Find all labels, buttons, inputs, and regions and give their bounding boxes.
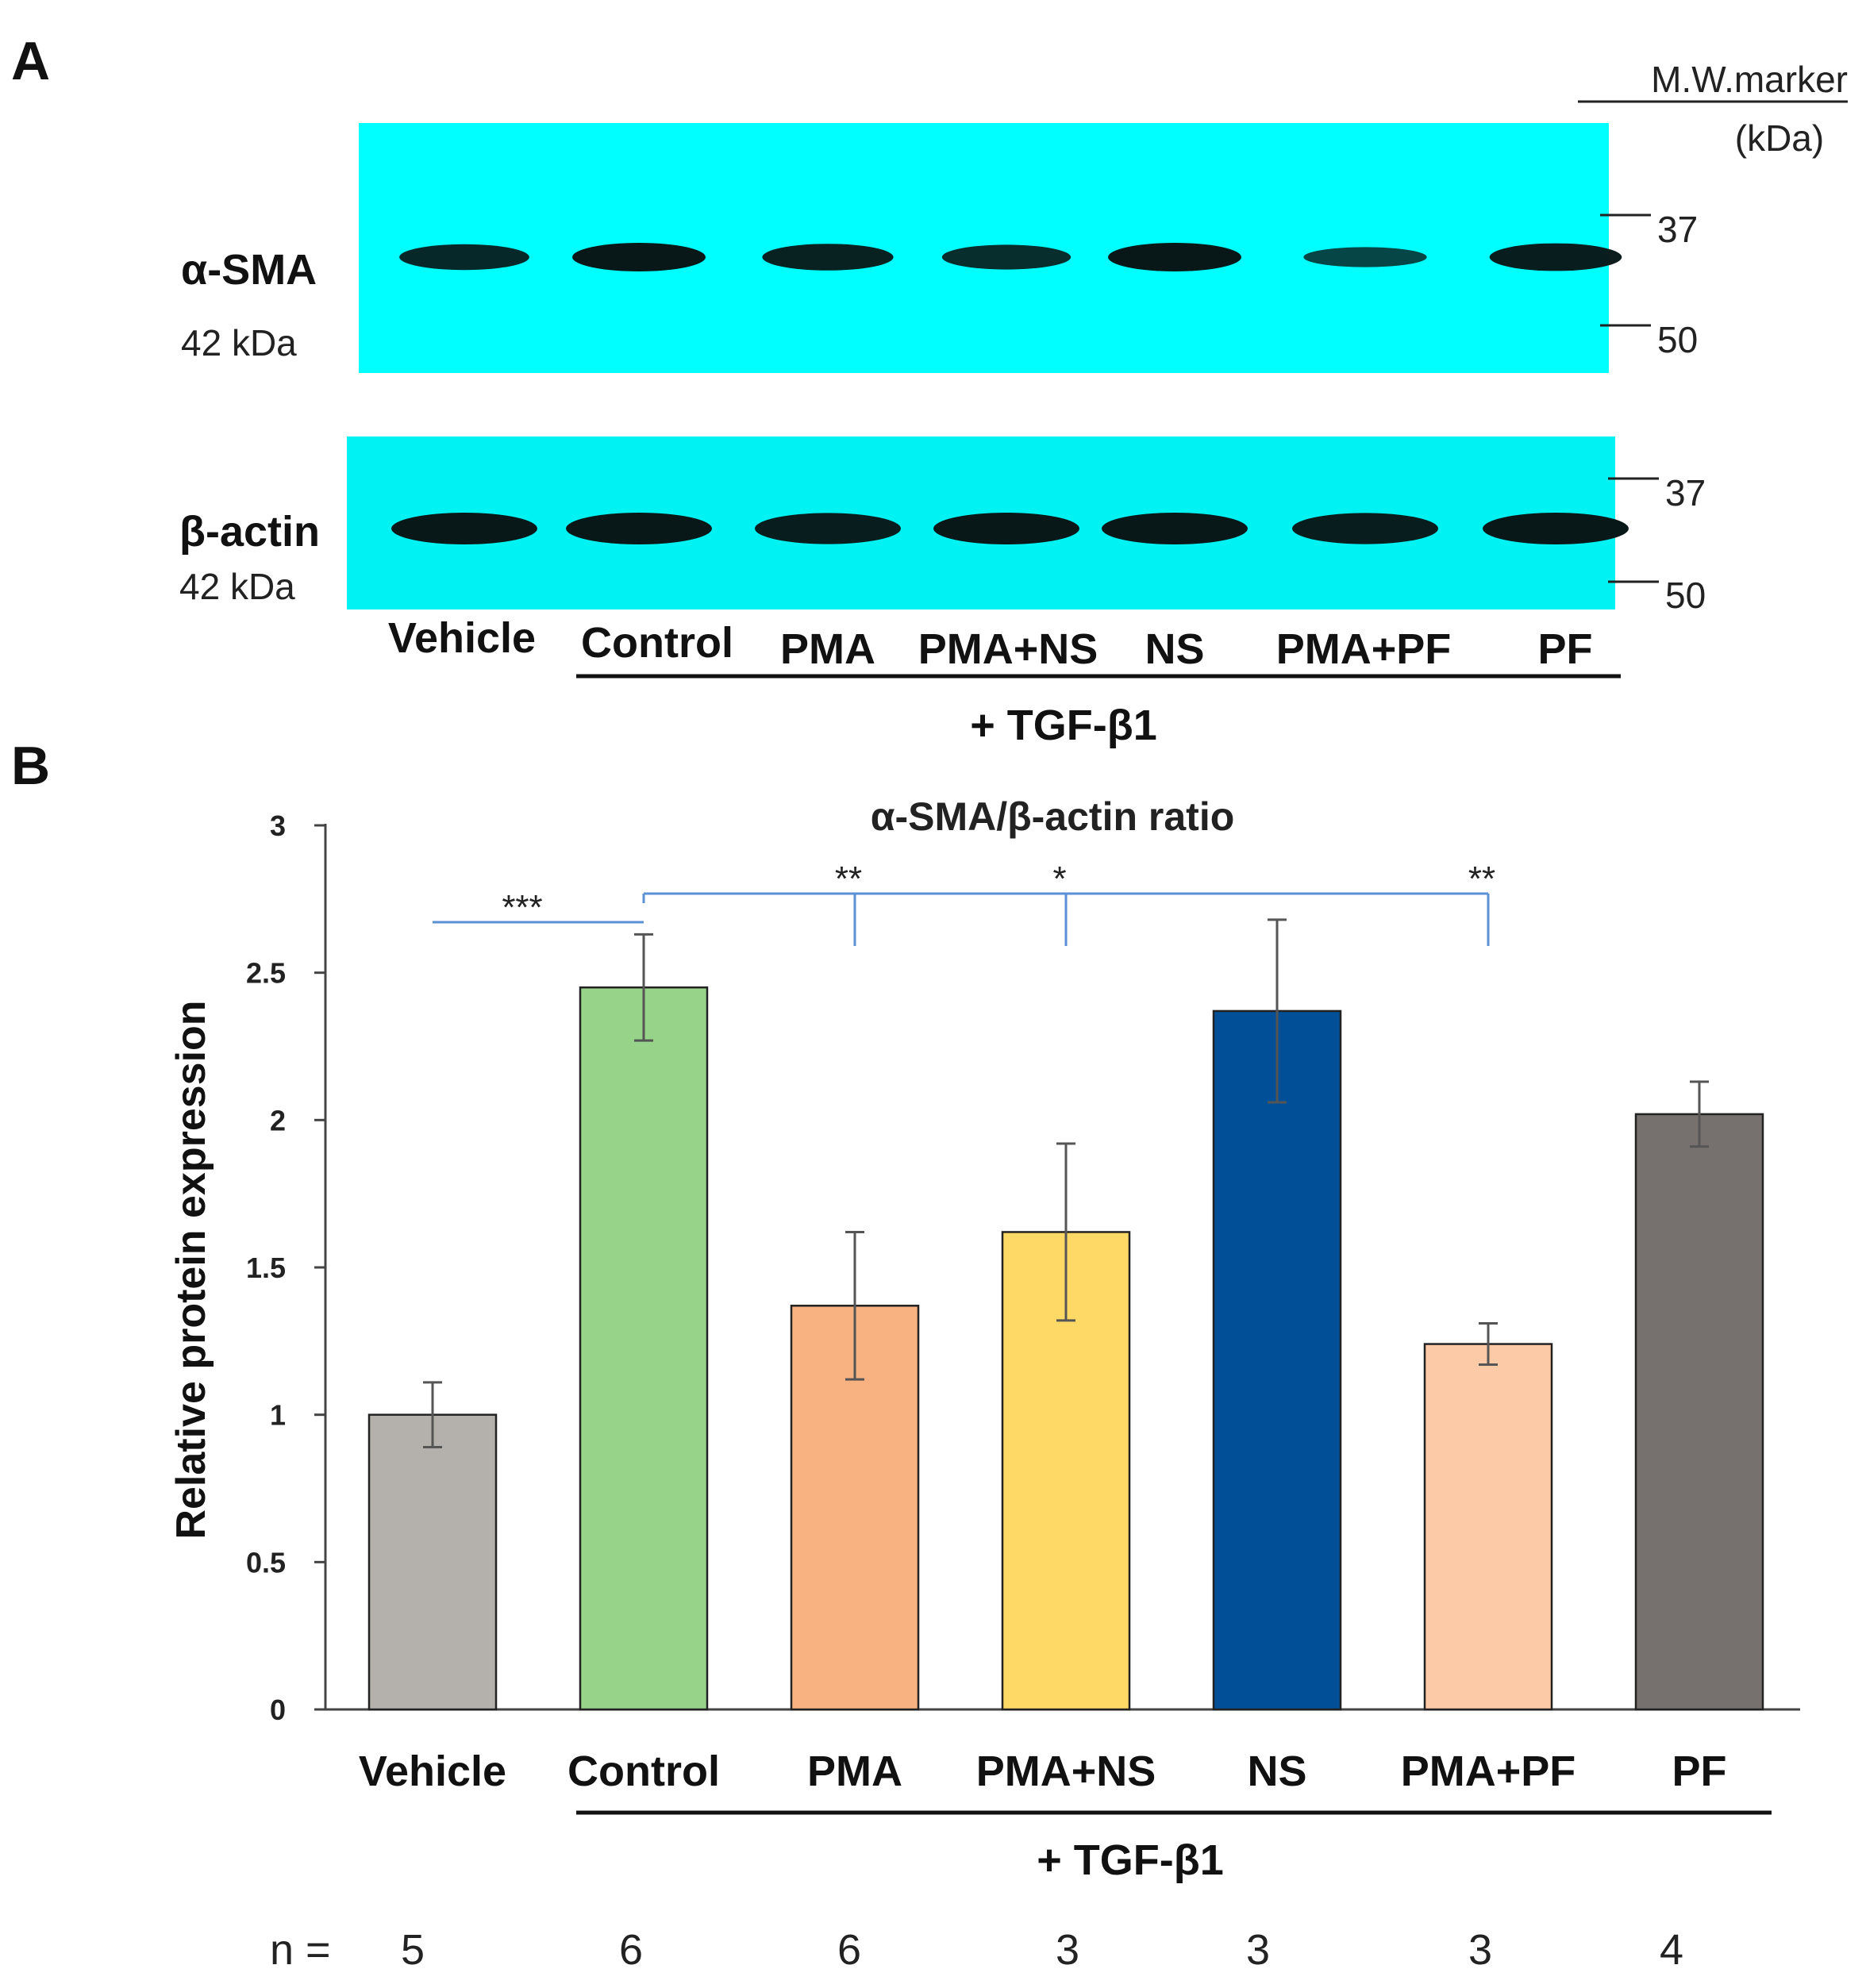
beta-actin-band-control [566,513,712,544]
beta-actin-size: 42 kDa [179,566,295,607]
sig-label-control-pma: ** [835,859,862,898]
alpha-sma-band-pma-ns [941,244,1072,270]
n-label: n = [270,1926,331,1974]
bar-ns [1212,1009,1342,1711]
chart-title: α-SMA/β-actin ratio [871,794,1235,839]
lane-label-control: Control [581,619,733,667]
marker-37-top: 37 [1657,209,1698,250]
alpha-sma-band-ns [1108,243,1241,271]
mw-marker-title: M.W.marker [1651,59,1848,100]
beta-actin-bands [391,513,1629,544]
marker-50-top: 50 [1657,319,1698,360]
y-tick-label: 0 [270,1694,286,1726]
y-tick-label: 2 [270,1104,286,1136]
sig-label-control-pma-ns: * [1052,859,1066,898]
x-label-pma-pf: PMA+PF [1401,1748,1576,1795]
beta-actin-band-pma-pf [1292,513,1438,544]
sig-label-control-pma-pf: ** [1468,859,1495,898]
alpha-sma-band-pma-pf [1303,247,1427,267]
y-tick-label: 1.5 [246,1252,286,1284]
sig-label-vehicle-control: *** [502,888,542,927]
n-value-pma-pf: 3 [1468,1926,1492,1974]
lane-label-pma-ns: PMA+NS [918,625,1098,673]
lane-label-ns: NS [1145,625,1204,673]
alpha-sma-band-control [572,243,706,271]
mw-marker-unit: (kDa) [1735,117,1824,159]
x-label-pma: PMA [807,1748,902,1795]
y-axis-ticks: 0 0.5 1 1.5 2 2.5 3 [246,809,325,1726]
significance-brackets: ***** * ** [433,859,1495,946]
panel-a-letter: A [11,31,50,91]
y-axis-title: Relative protein expression [168,1000,214,1539]
n-value-pf: 4 [1660,1926,1683,1974]
n-value-control: 6 [619,1926,643,1974]
y-tick-label: 3 [270,809,286,842]
y-tick-label: 0.5 [246,1546,286,1578]
bar-control [579,986,709,1711]
y-tick-label: 2.5 [246,957,286,990]
lane-label-pma-pf: PMA+PF [1276,625,1452,673]
alpha-sma-size: 42 kDa [181,322,297,363]
bar-vehicle [367,1413,498,1711]
marker-37-bottom: 37 [1665,472,1706,513]
lane-label-pma: PMA [780,625,875,673]
x-label-pf: PF [1672,1748,1726,1795]
alpha-sma-band-pma [762,244,894,271]
beta-actin-band-vehicle [391,513,537,544]
error-bars [423,918,1709,1449]
alpha-sma-band-vehicle [399,244,529,271]
panel-b-letter: B [11,736,50,796]
n-value-ns: 3 [1246,1926,1270,1974]
alpha-sma-label: α-SMA [181,246,317,294]
treatment-label-b: + TGF-β1 [1037,1836,1224,1884]
n-value-pma: 6 [837,1926,861,1974]
bar-pf [1634,1113,1764,1711]
x-label-vehicle: Vehicle [359,1748,506,1795]
alpha-sma-bands [399,243,1622,271]
lane-label-pf: PF [1537,625,1592,673]
beta-actin-label: β-actin [179,508,320,556]
n-value-pma-ns: 3 [1056,1926,1079,1974]
beta-actin-band-pma [755,513,901,544]
alpha-sma-band-pf [1489,243,1622,271]
treatment-label-a: + TGF-β1 [970,702,1157,749]
marker-50-bottom: 50 [1665,575,1706,616]
n-value-vehicle: 5 [401,1926,425,1974]
beta-actin-band-ns [1102,513,1248,544]
bar-pma-pf [1423,1343,1553,1711]
beta-actin-band-pma-ns [933,513,1079,544]
lane-label-vehicle: Vehicle [388,614,536,662]
x-label-ns: NS [1247,1748,1306,1795]
bars [367,986,1764,1711]
x-label-control: Control [567,1748,720,1795]
beta-actin-band-pf [1483,513,1629,544]
x-label-pma-ns: PMA+NS [976,1748,1156,1795]
y-tick-label: 1 [270,1399,286,1432]
